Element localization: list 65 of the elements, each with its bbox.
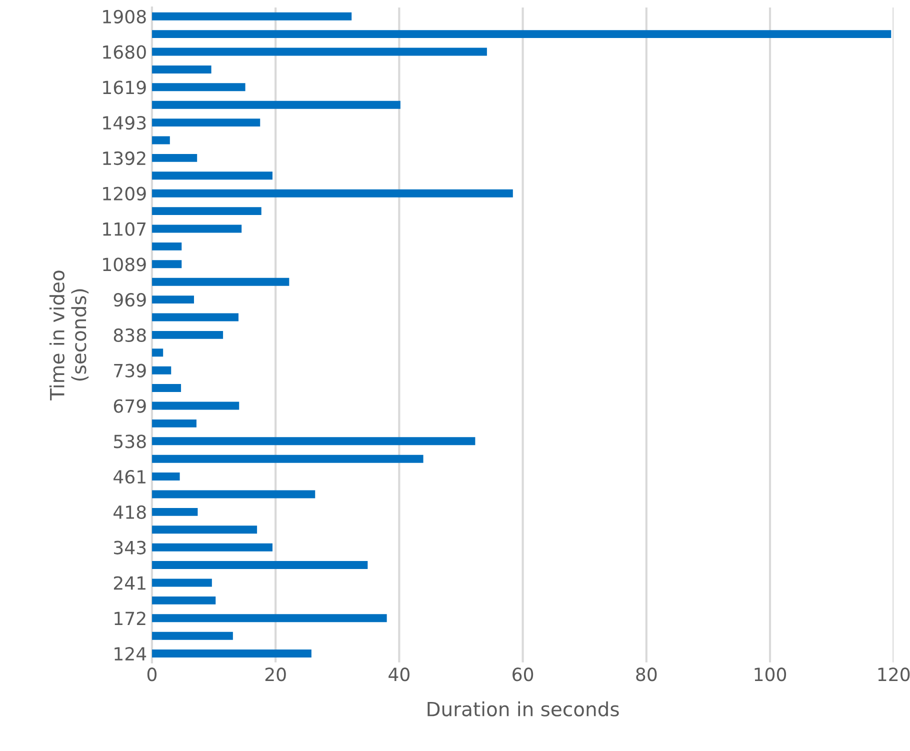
bar [152, 118, 260, 127]
bar [152, 526, 258, 534]
y-tick-label: 969 [114, 293, 146, 307]
y-tick-label: 538 [114, 434, 146, 448]
bar [152, 100, 400, 109]
bar [152, 508, 198, 516]
y-tick-label: 461 [114, 470, 146, 484]
y-tick-label: 1107 [103, 222, 146, 236]
bar [152, 402, 240, 410]
y-tick-label: 1089 [103, 258, 146, 272]
y-tick-label: 1493 [103, 116, 146, 130]
x-tick-label: 20 [265, 668, 286, 682]
bar [152, 260, 182, 268]
bar [152, 172, 272, 180]
bar [152, 189, 513, 198]
bar [152, 632, 233, 640]
x-tick-label: 0 [147, 668, 157, 682]
bar [152, 490, 316, 498]
bar [152, 48, 487, 56]
x-tick-label: 60 [512, 668, 534, 682]
bar [152, 313, 238, 322]
bar [152, 578, 212, 587]
bar [152, 384, 182, 392]
y-tick-label: 241 [114, 576, 146, 590]
bar [152, 30, 892, 38]
y-tick-label: 343 [114, 540, 146, 554]
bar [152, 12, 352, 20]
y-tick-label: 1908 [103, 10, 146, 24]
bar [152, 154, 198, 162]
x-tick-label: 100 [754, 668, 786, 682]
y-axis-title: Time in video (seconds) [49, 270, 89, 400]
bar [152, 296, 194, 304]
y-tick-label: 418 [114, 505, 146, 520]
x-tick-label: 80 [636, 668, 657, 682]
bar [152, 242, 182, 250]
y-tick-label: 1619 [103, 80, 146, 94]
bar [152, 596, 216, 604]
bar [152, 543, 272, 552]
bar [152, 437, 476, 446]
bar [152, 472, 180, 481]
bar [152, 454, 424, 463]
y-tick-label: 124 [114, 646, 146, 660]
bar [152, 366, 172, 374]
bar [152, 614, 387, 622]
y-tick-label: 1680 [103, 45, 146, 59]
y-tick-label: 679 [114, 399, 146, 413]
y-tick-label: 1392 [103, 151, 146, 166]
x-axis-title: Duration in seconds [428, 701, 619, 716]
bar [152, 419, 196, 428]
bar [152, 207, 262, 216]
bar [152, 224, 242, 233]
y-tick-label: 1209 [103, 186, 146, 200]
y-tick-label: 838 [114, 328, 146, 342]
y-tick-label: 172 [114, 612, 146, 625]
y-tick-label: 739 [114, 364, 146, 378]
bar [152, 83, 246, 92]
bar [152, 65, 212, 74]
bar [152, 348, 164, 357]
x-tick-label: 120 [878, 668, 910, 682]
bar [152, 561, 368, 570]
bar [152, 136, 170, 144]
bar [152, 330, 224, 339]
bar [152, 650, 312, 658]
bar [152, 278, 290, 286]
x-tick-label: 40 [388, 668, 410, 682]
